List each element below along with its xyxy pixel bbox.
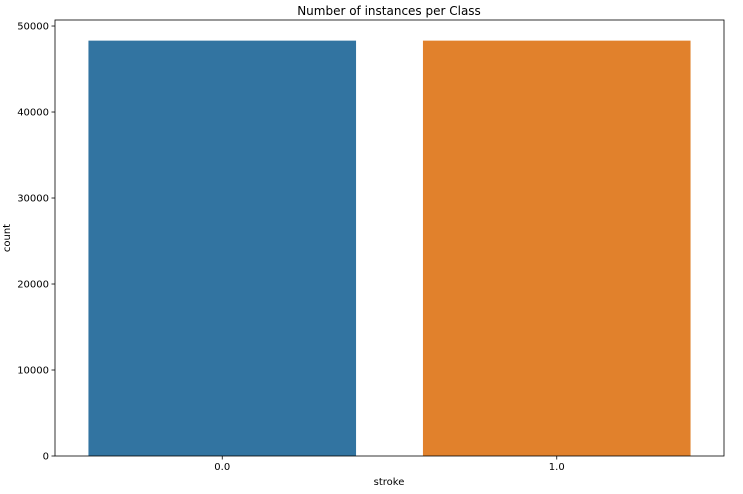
y-tick-label: 40000 xyxy=(17,108,49,119)
bar-0.0 xyxy=(88,40,357,457)
y-tick-label: 30000 xyxy=(17,194,49,205)
x-tick-label: 0.0 xyxy=(214,462,230,473)
bar-1.0 xyxy=(422,40,691,457)
y-tick-label: 10000 xyxy=(17,366,49,377)
y-tick-label: 0 xyxy=(43,452,49,463)
y-tick-label: 20000 xyxy=(17,280,49,291)
plot-frame xyxy=(54,19,725,457)
y-axis-label: count xyxy=(2,224,13,252)
y-tick-label: 50000 xyxy=(17,22,49,33)
bars-group xyxy=(88,40,691,457)
x-axis-label: stroke xyxy=(374,477,405,488)
y-axis-ticks: 0 10000 20000 30000 40000 50000 xyxy=(17,22,55,463)
x-tick-label: 1.0 xyxy=(549,462,565,473)
x-axis-ticks: 0.0 1.0 xyxy=(214,456,565,473)
chart-title: Number of instances per Class xyxy=(297,4,481,18)
